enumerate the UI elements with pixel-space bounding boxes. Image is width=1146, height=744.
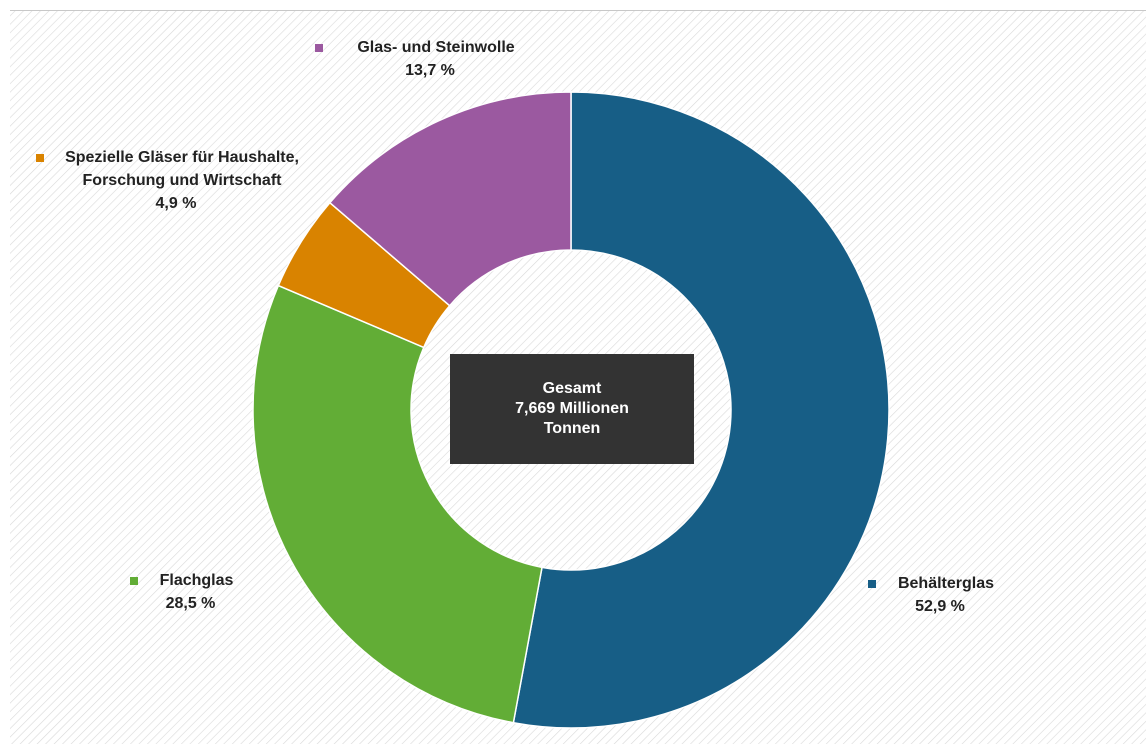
donut-slice xyxy=(328,91,572,307)
legend-marker xyxy=(36,154,44,162)
donut-slice xyxy=(252,284,543,724)
legend-marker xyxy=(130,577,138,585)
donut-slice xyxy=(512,91,890,729)
slice-name: Glas- und Steinwolle xyxy=(357,39,515,56)
slice-name: Behälterglas xyxy=(897,575,995,592)
slice-value: 13,7 % xyxy=(405,62,455,79)
slice-label: Flachglas 28,5 % xyxy=(128,569,253,615)
legend-marker xyxy=(868,580,876,588)
slice-label: Spezielle Gläser für Haushalte, Forschun… xyxy=(36,146,307,215)
center-line: 7,669 Millionen xyxy=(515,400,629,417)
slice-label: Glas- und Steinwolle 13,7 % xyxy=(315,36,545,82)
slice-name: Spezielle Gläser für Haushalte, Forschun… xyxy=(65,149,299,189)
slice-label: Behälterglas 52,9 % xyxy=(865,572,1015,618)
center-line: Gesamt xyxy=(542,380,602,397)
slice-value: 4,9 % xyxy=(155,195,197,212)
slice-value: 52,9 % xyxy=(915,598,965,615)
slice-value: 28,5 % xyxy=(165,595,216,612)
center-box: Gesamt 7,669 Millionen Tonnen xyxy=(450,354,694,464)
center-line: Tonnen xyxy=(543,420,601,437)
slice-name: Flachglas xyxy=(159,572,234,589)
legend-marker xyxy=(315,44,323,52)
